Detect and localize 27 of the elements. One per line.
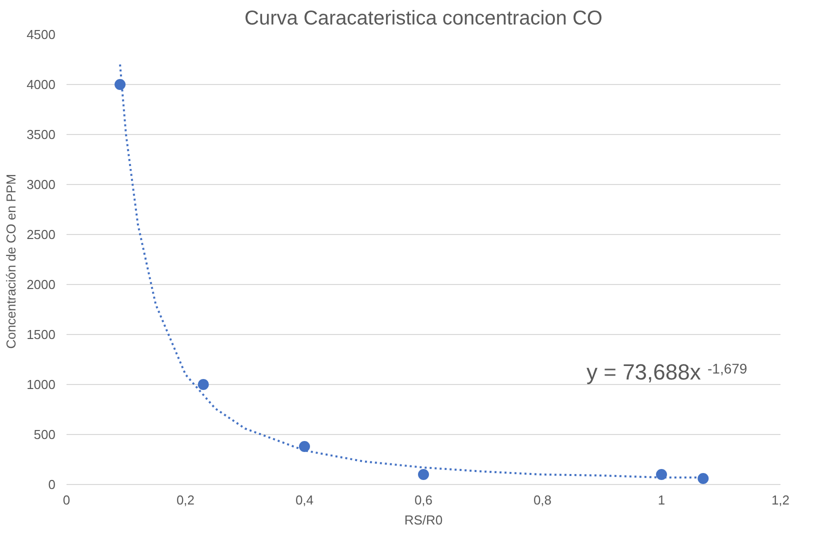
y-tick-label: 4500 bbox=[26, 27, 56, 42]
y-tick-label: 1500 bbox=[26, 327, 56, 342]
point bbox=[114, 79, 126, 90]
x-tick-label: 0 bbox=[62, 492, 70, 508]
point bbox=[418, 469, 429, 480]
y-tick-label: 3500 bbox=[26, 127, 56, 142]
point bbox=[698, 473, 709, 484]
x-tick-label: 0,4 bbox=[295, 492, 314, 508]
y-tick-label: 0 bbox=[48, 477, 56, 492]
point bbox=[656, 469, 667, 480]
y-tick-label: 2000 bbox=[26, 277, 56, 292]
y-axis-title: Concentración de CO en PPM bbox=[4, 174, 19, 349]
x-tick-label: 0,2 bbox=[176, 492, 195, 508]
x-axis-title: RS/R0 bbox=[404, 512, 443, 528]
y-tick-label: 1000 bbox=[26, 377, 56, 392]
annotation: y = 73,688x-1,679 bbox=[586, 360, 748, 384]
y-tick-label: 4000 bbox=[26, 77, 56, 92]
y-tick-label: 3000 bbox=[26, 177, 56, 192]
point bbox=[198, 379, 209, 390]
y-tick-label: 2500 bbox=[26, 227, 56, 242]
chart-title: Curva Caracateristica concentracion CO bbox=[244, 8, 602, 30]
x-tick-label: 1 bbox=[658, 492, 666, 508]
x-tick-label: 0,8 bbox=[533, 492, 552, 508]
point bbox=[299, 441, 310, 452]
x-tick-label: 0,6 bbox=[414, 492, 433, 508]
y-tick-label: 500 bbox=[34, 427, 56, 442]
x-tick-label: 1,2 bbox=[771, 492, 790, 508]
